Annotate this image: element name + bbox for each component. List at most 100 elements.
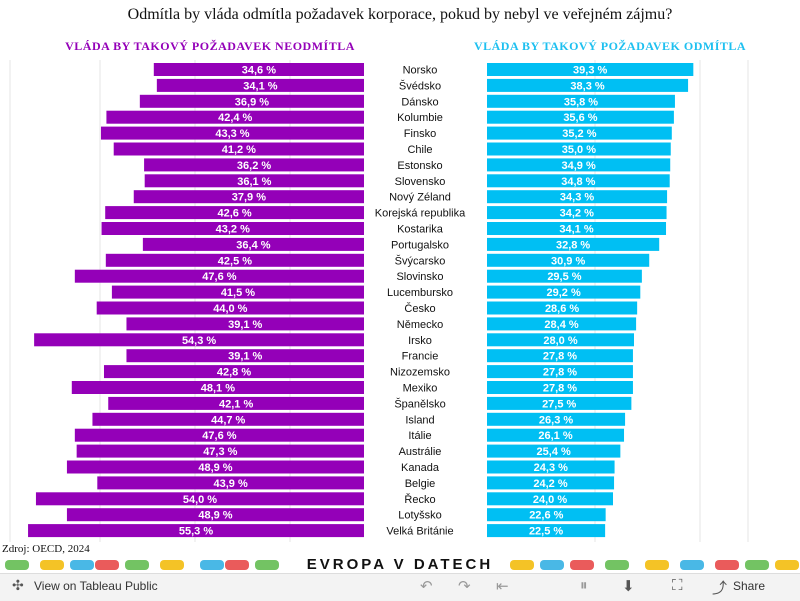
right-bar-label: 26,3 % xyxy=(539,414,573,426)
category-label: Slovinsko xyxy=(396,271,443,283)
left-bar[interactable] xyxy=(126,317,364,331)
pause-icon[interactable]: ⏸ xyxy=(580,577,588,594)
left-bar[interactable] xyxy=(100,126,364,140)
right-bar[interactable] xyxy=(487,317,637,331)
right-bar[interactable] xyxy=(487,63,694,76)
right-bar[interactable] xyxy=(487,301,638,315)
left-bar[interactable] xyxy=(144,158,364,172)
right-bar[interactable] xyxy=(487,285,641,299)
right-bar[interactable] xyxy=(487,396,632,410)
right-bar[interactable] xyxy=(487,190,668,204)
decorative-icon xyxy=(255,560,279,570)
source-note: Zdroj: OECD, 2024 xyxy=(2,543,90,555)
left-bar[interactable] xyxy=(28,524,365,538)
right-bar[interactable] xyxy=(487,412,626,426)
left-bar[interactable] xyxy=(66,460,365,474)
left-bar-label: 47,6 % xyxy=(202,430,236,442)
right-bar-label: 38,3 % xyxy=(570,80,604,92)
right-bar[interactable] xyxy=(487,365,633,379)
category-label: Kanada xyxy=(401,462,440,474)
revert-icon[interactable]: ⇤ xyxy=(496,578,509,595)
left-bar[interactable] xyxy=(106,110,365,124)
category-label: Portugalsko xyxy=(391,239,449,251)
left-bar[interactable] xyxy=(156,78,364,92)
category-label: Lotyšsko xyxy=(398,510,441,522)
right-bar[interactable] xyxy=(487,222,667,235)
left-bar[interactable] xyxy=(101,222,364,235)
category-label: Lucembursko xyxy=(387,287,453,299)
right-bar[interactable] xyxy=(487,253,650,267)
right-series-header: VLÁDA BY TAKOVÝ POŽADAVEK ODMÍTLA xyxy=(473,39,747,53)
right-bar[interactable] xyxy=(487,174,670,188)
left-bar[interactable] xyxy=(76,444,364,458)
right-bar[interactable] xyxy=(487,428,625,442)
tableau-toolbar: ✣ View on Tableau Public ↶ ↷ ⇤ ⏸ ⬇ ⛶ ⤴ S… xyxy=(0,573,800,601)
left-bar[interactable] xyxy=(139,94,364,108)
redo-icon[interactable]: ↷ xyxy=(458,578,471,595)
undo-icon[interactable]: ↶ xyxy=(420,578,433,595)
left-bar[interactable] xyxy=(66,508,365,522)
right-bar[interactable] xyxy=(487,110,674,124)
left-bar[interactable] xyxy=(34,333,364,347)
category-label: Francie xyxy=(402,351,439,363)
right-bar[interactable] xyxy=(487,444,621,458)
right-bar-label: 34,8 % xyxy=(561,176,595,188)
right-bar[interactable] xyxy=(487,237,660,251)
category-label: Austrálie xyxy=(399,446,442,458)
left-bar[interactable] xyxy=(71,381,364,394)
right-bar[interactable] xyxy=(487,269,642,283)
decorative-icon xyxy=(570,560,594,570)
left-bar[interactable] xyxy=(74,428,364,442)
left-bar[interactable] xyxy=(105,206,364,220)
share-icon[interactable]: ⤴ xyxy=(712,580,728,597)
right-bar[interactable] xyxy=(487,349,633,363)
right-bar[interactable] xyxy=(487,460,615,474)
left-bar[interactable] xyxy=(74,269,364,283)
right-bar[interactable] xyxy=(487,158,671,172)
right-bar[interactable] xyxy=(487,206,667,220)
left-bar[interactable] xyxy=(103,365,365,379)
right-bar-label: 34,2 % xyxy=(560,208,594,220)
left-bar[interactable] xyxy=(92,412,364,426)
left-bar[interactable] xyxy=(105,253,364,267)
view-on-tableau-link[interactable]: View on Tableau Public xyxy=(34,579,158,593)
tableau-icon[interactable]: ✣ xyxy=(12,577,24,593)
right-bar-label: 39,3 % xyxy=(573,65,607,77)
chart-title: Odmítla by vláda odmítla požadavek korpo… xyxy=(127,6,673,23)
decorative-icon xyxy=(745,560,769,570)
category-label: Belgie xyxy=(405,478,436,490)
right-bar[interactable] xyxy=(487,381,633,394)
right-bar[interactable] xyxy=(487,126,672,140)
left-bar[interactable] xyxy=(35,492,364,506)
right-bar[interactable] xyxy=(487,78,689,92)
fullscreen-icon[interactable]: ⛶ xyxy=(672,577,683,594)
left-bar[interactable] xyxy=(126,349,364,363)
right-bar[interactable] xyxy=(487,94,675,108)
left-bar[interactable] xyxy=(142,237,364,251)
download-icon[interactable]: ⬇ xyxy=(622,578,635,595)
category-label: Slovensko xyxy=(395,176,446,188)
right-bar-label: 35,0 % xyxy=(562,144,596,156)
left-bar[interactable] xyxy=(97,476,365,490)
left-bar-label: 48,1 % xyxy=(201,383,235,395)
left-bar[interactable] xyxy=(153,63,364,76)
category-label: Švédsko xyxy=(399,79,441,92)
left-bar[interactable] xyxy=(113,142,365,156)
category-label: Chile xyxy=(407,144,432,156)
left-bar[interactable] xyxy=(111,285,364,299)
category-label: Finsko xyxy=(404,128,436,140)
left-bar[interactable] xyxy=(144,174,364,188)
right-bar[interactable] xyxy=(487,142,671,156)
left-bar[interactable] xyxy=(96,301,364,315)
category-label: Norsko xyxy=(403,65,438,77)
share-button[interactable]: Share xyxy=(733,579,766,593)
left-bar-label: 43,2 % xyxy=(216,224,250,236)
right-bar[interactable] xyxy=(487,492,613,506)
right-bar[interactable] xyxy=(487,508,606,522)
left-bar[interactable] xyxy=(133,190,364,204)
right-bar[interactable] xyxy=(487,333,634,347)
right-bar[interactable] xyxy=(487,476,615,490)
left-bar[interactable] xyxy=(108,396,365,410)
category-label: Island xyxy=(405,414,434,426)
right-bar[interactable] xyxy=(487,524,606,538)
